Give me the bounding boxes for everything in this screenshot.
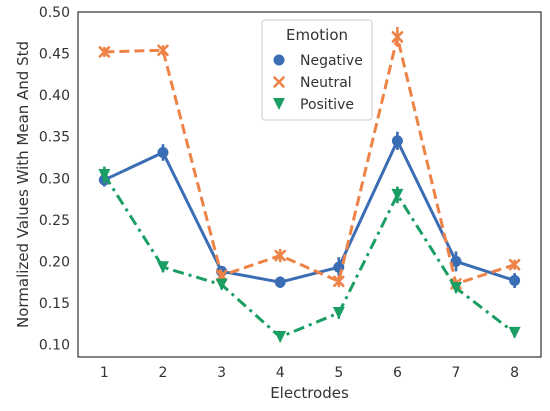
x-tick-label: 1 <box>100 365 109 381</box>
y-tick-label: 0.10 <box>39 338 70 354</box>
data-point <box>391 188 404 201</box>
data-point <box>98 168 111 181</box>
legend-label-neutral: Neutral <box>300 75 352 91</box>
y-tick-label: 0.35 <box>39 130 70 146</box>
x-tick-label: 7 <box>452 365 461 381</box>
series-neutral <box>98 26 521 290</box>
y-tick-label: 0.45 <box>39 47 70 63</box>
y-tick-label: 0.25 <box>39 213 70 229</box>
y-tick-label: 0.15 <box>39 296 70 312</box>
y-axis-label: Normalized Values With Mean And Std <box>14 41 32 328</box>
legend-marker-negative <box>273 54 285 66</box>
y-tick-label: 0.20 <box>39 254 70 270</box>
x-tick-label: 5 <box>334 365 343 381</box>
data-point <box>98 46 111 58</box>
data-point <box>215 278 228 291</box>
data-point <box>156 261 169 274</box>
data-point <box>215 269 228 282</box>
data-point <box>450 282 463 294</box>
data-point <box>508 258 521 271</box>
series-line <box>104 35 516 286</box>
data-point <box>508 326 521 339</box>
x-axis-label: Electrodes <box>270 384 349 402</box>
y-tick-label: 0.30 <box>39 171 70 187</box>
data-point <box>274 249 286 262</box>
legend-items: Negative Neutral Positive <box>273 53 363 113</box>
y-tick-label: 0.50 <box>39 5 70 21</box>
data-point <box>274 276 286 288</box>
series-line <box>103 174 516 339</box>
data-point <box>391 31 404 43</box>
legend: Emotion Negative Neutral Positive <box>261 19 373 121</box>
legend-label-negative: Negative <box>300 53 363 69</box>
data-point <box>157 44 169 57</box>
data-point <box>450 255 462 267</box>
legend-marker-positive <box>273 98 285 110</box>
x-tick-label: 8 <box>510 365 519 381</box>
legend-box <box>261 19 373 121</box>
legend-label-positive: Positive <box>300 97 354 113</box>
data-point <box>274 331 287 344</box>
x-tick-label: 6 <box>393 365 402 381</box>
x-tick-label: 4 <box>276 365 285 381</box>
data-point <box>332 306 345 319</box>
data-point <box>391 135 403 147</box>
axis-ticks: 1 2 3 4 5 6 7 8 0.10 0.15 0.20 0.25 0.30 0.35 0.40 0.45… <box>39 5 519 381</box>
x-tick-label: 3 <box>217 365 226 381</box>
data-point <box>509 275 521 287</box>
series-positive <box>98 166 521 344</box>
series-layer <box>98 26 521 344</box>
y-tick-label: 0.40 <box>39 88 70 104</box>
data-point <box>333 275 345 288</box>
x-tick-label: 2 <box>159 365 168 381</box>
legend-title: Emotion <box>286 26 348 44</box>
legend-marker-neutral <box>273 76 285 88</box>
data-point <box>157 146 169 158</box>
